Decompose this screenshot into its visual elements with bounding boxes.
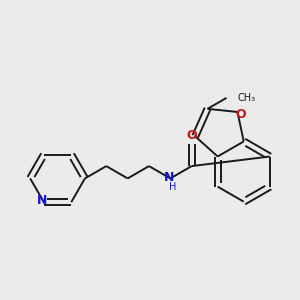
Text: CH₃: CH₃ — [237, 93, 256, 103]
Text: N: N — [37, 194, 48, 207]
Text: N: N — [164, 170, 174, 184]
Text: O: O — [186, 130, 197, 142]
Text: O: O — [235, 108, 245, 121]
Text: H: H — [169, 182, 177, 192]
